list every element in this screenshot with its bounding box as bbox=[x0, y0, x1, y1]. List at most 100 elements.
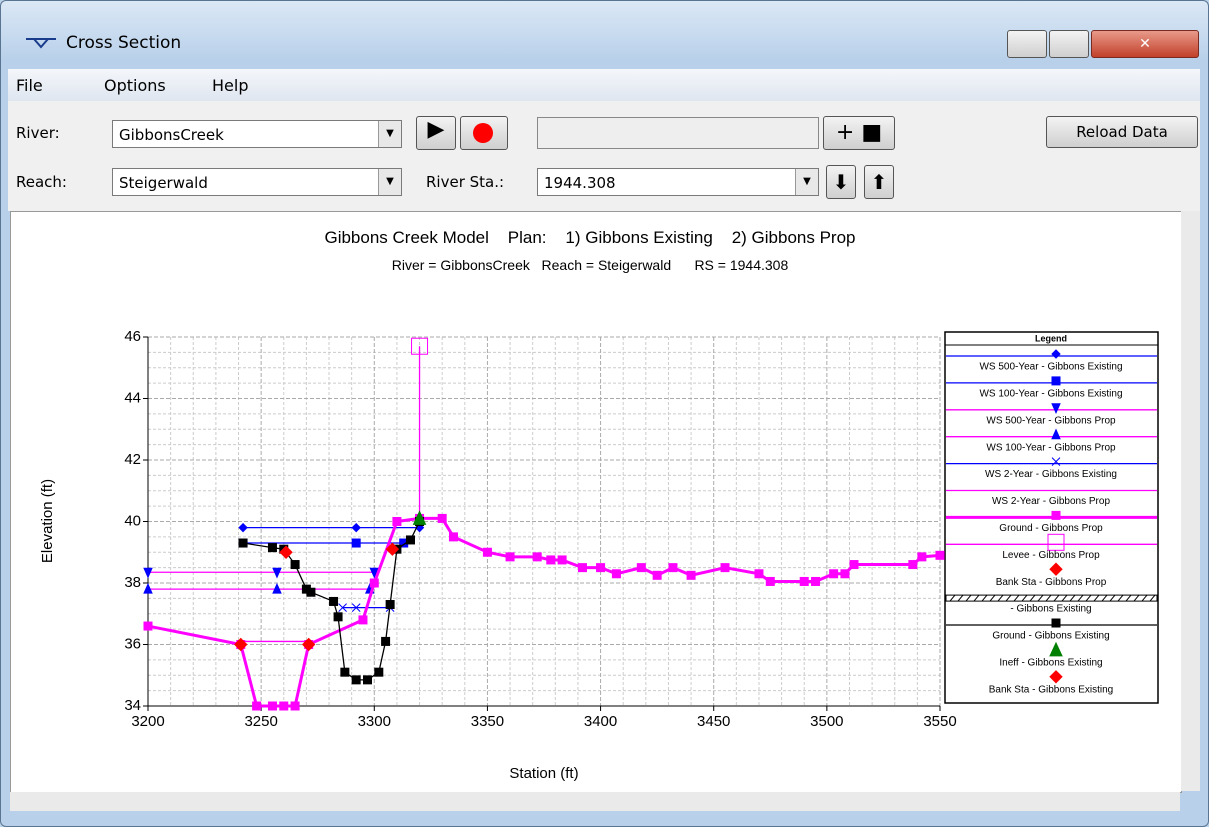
marker bbox=[338, 603, 347, 612]
x-tick-label: 3300 bbox=[358, 713, 391, 730]
legend-label: Bank Sta - Gibbons Prop bbox=[996, 577, 1107, 588]
marker bbox=[546, 555, 556, 565]
marker bbox=[765, 576, 775, 586]
marker bbox=[557, 555, 567, 565]
station-combo[interactable]: 1944.308 ▼ bbox=[537, 168, 819, 196]
down-button[interactable]: ⬇ bbox=[826, 165, 856, 199]
legend-hatch bbox=[965, 594, 972, 602]
legend-hatch bbox=[1149, 594, 1156, 602]
menu-item[interactable]: File bbox=[16, 76, 43, 95]
progress-box bbox=[537, 117, 819, 149]
chart-title: Gibbons Creek Model Plan: 1) Gibbons Exi… bbox=[324, 228, 855, 247]
marker bbox=[272, 567, 282, 579]
marker bbox=[385, 600, 395, 610]
legend-label: WS 100-Year - Gibbons Prop bbox=[986, 442, 1116, 453]
legend-marker bbox=[1047, 533, 1065, 551]
y-tick-label: 36 bbox=[124, 635, 141, 652]
legend-marker bbox=[1051, 457, 1061, 466]
legend-hatch bbox=[1125, 594, 1132, 602]
marker bbox=[267, 543, 277, 553]
legend-hatch bbox=[1013, 594, 1020, 602]
marker bbox=[532, 552, 542, 562]
reload-button[interactable]: Reload Data bbox=[1046, 116, 1198, 148]
legend-hatch bbox=[1053, 594, 1060, 602]
window-icon bbox=[26, 38, 56, 49]
marker bbox=[301, 637, 316, 652]
y-tick-label: 38 bbox=[124, 574, 141, 591]
x-tick-label: 3350 bbox=[471, 713, 504, 730]
marker bbox=[369, 567, 380, 579]
up-button[interactable]: ⬆ bbox=[864, 165, 894, 199]
marker bbox=[505, 552, 515, 562]
marker bbox=[811, 576, 821, 586]
marker bbox=[267, 701, 277, 711]
y-tick-label: 34 bbox=[124, 697, 141, 714]
menu-bar bbox=[8, 69, 1200, 101]
marker bbox=[306, 587, 316, 597]
marker bbox=[754, 569, 764, 579]
marker bbox=[908, 560, 918, 570]
marker bbox=[448, 532, 458, 542]
reach-combo[interactable]: Steigerwald ▼ bbox=[112, 168, 402, 196]
window-title: Cross Section bbox=[66, 33, 182, 53]
marker bbox=[234, 637, 248, 652]
legend-label: WS 2-Year - Gibbons Prop bbox=[992, 496, 1110, 507]
marker bbox=[596, 563, 606, 573]
dropdown-arrow[interactable]: ▼ bbox=[795, 169, 818, 195]
marker bbox=[369, 578, 379, 588]
marker bbox=[652, 570, 662, 580]
marker bbox=[636, 563, 646, 573]
marker bbox=[686, 570, 696, 580]
marker bbox=[290, 701, 300, 711]
marker bbox=[290, 560, 300, 570]
legend-label: WS 100-Year - Gibbons Existing bbox=[979, 389, 1122, 400]
river-combo[interactable]: GibbonsCreek ▼ bbox=[112, 120, 402, 148]
legend-marker bbox=[1051, 510, 1061, 520]
marker bbox=[238, 522, 248, 533]
marker bbox=[272, 582, 282, 594]
menu-item[interactable]: Options bbox=[104, 76, 166, 95]
marker bbox=[381, 636, 391, 646]
legend-marker bbox=[1051, 376, 1061, 386]
marker bbox=[405, 535, 415, 545]
maximize-button[interactable] bbox=[1049, 30, 1089, 58]
station-value: 1944.308 bbox=[544, 174, 616, 192]
marker bbox=[329, 596, 339, 606]
x-tick-label: 3550 bbox=[923, 713, 956, 730]
menu-item[interactable]: Help bbox=[212, 76, 249, 95]
close-button[interactable]: ✕ bbox=[1091, 30, 1199, 58]
reach-label: Reach: bbox=[16, 173, 67, 191]
legend-title: Legend bbox=[1035, 333, 1067, 343]
legend-hatch bbox=[957, 594, 964, 602]
play-button[interactable]: ▶ bbox=[416, 116, 456, 150]
dropdown-arrow[interactable]: ▼ bbox=[378, 169, 401, 195]
minimize-button[interactable] bbox=[1007, 30, 1047, 58]
record-button[interactable] bbox=[460, 116, 508, 150]
legend-label: Ineff - Gibbons Existing bbox=[999, 658, 1102, 669]
legend-hatch bbox=[1061, 594, 1068, 602]
marker bbox=[143, 582, 153, 594]
legend-marker bbox=[1049, 641, 1063, 657]
legend-hatch bbox=[1133, 594, 1140, 602]
marker bbox=[482, 547, 492, 557]
marker bbox=[351, 522, 361, 533]
marker bbox=[668, 563, 678, 573]
vertical-scrollbar[interactable] bbox=[1181, 211, 1200, 791]
marker bbox=[340, 667, 350, 677]
marker bbox=[720, 563, 730, 573]
marker bbox=[392, 517, 402, 526]
legend-hatch bbox=[1037, 594, 1044, 602]
horizontal-scrollbar[interactable] bbox=[10, 792, 1180, 811]
legend-hatch bbox=[1085, 594, 1092, 602]
legend-hatch bbox=[1029, 594, 1036, 602]
legend-marker bbox=[1049, 670, 1063, 684]
legend-label: WS 2-Year - Gibbons Existing bbox=[985, 469, 1117, 480]
snapshot-button[interactable]: + ■ bbox=[823, 116, 895, 150]
legend-label: Bank Sta - Gibbons Existing bbox=[989, 684, 1114, 695]
marker bbox=[385, 542, 400, 556]
legend-hatch bbox=[1141, 594, 1148, 602]
marker bbox=[351, 603, 361, 612]
reach-value: Steigerwald bbox=[119, 174, 208, 192]
dropdown-arrow[interactable]: ▼ bbox=[378, 121, 401, 147]
legend-hatch bbox=[1117, 594, 1124, 602]
